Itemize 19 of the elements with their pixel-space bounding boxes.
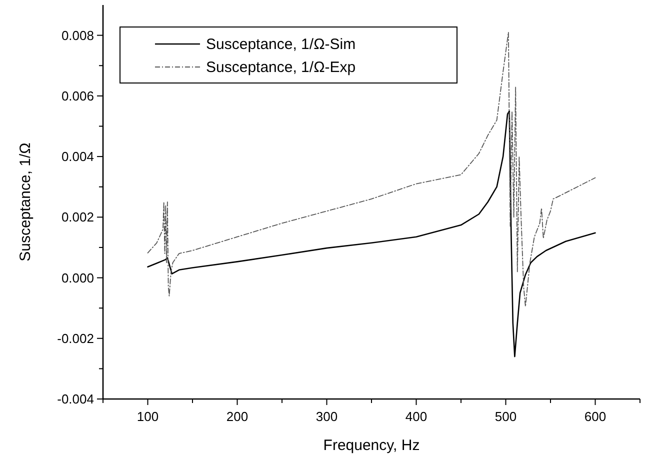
y-tick-label: 0.000 xyxy=(61,270,94,286)
x-axis-title: Frequency, Hz xyxy=(323,437,420,454)
legend-label: Susceptance, 1/Ω-Exp xyxy=(206,59,356,76)
legend-label: Susceptance, 1/Ω-Sim xyxy=(206,36,356,53)
line-series xyxy=(147,110,596,358)
x-tick-label: 200 xyxy=(226,409,248,424)
y-tick-label: 0.008 xyxy=(61,28,94,43)
x-tick-label: 500 xyxy=(494,409,517,424)
x-tick-label: 400 xyxy=(405,409,428,424)
x-tick-label: 100 xyxy=(136,409,159,424)
y-axis-title: Susceptance, 1/Ω xyxy=(17,142,34,262)
y-tick-label: 0.006 xyxy=(61,88,94,104)
line-series xyxy=(147,32,596,308)
y-tick-label: 0.004 xyxy=(61,149,94,164)
y-tick-label: -0.004 xyxy=(57,392,94,406)
x-tick-label: 600 xyxy=(584,409,606,424)
y-tick-label: -0.002 xyxy=(57,330,94,346)
y-tick-label: 0.002 xyxy=(61,210,94,225)
x-tick-label: 300 xyxy=(316,409,338,424)
